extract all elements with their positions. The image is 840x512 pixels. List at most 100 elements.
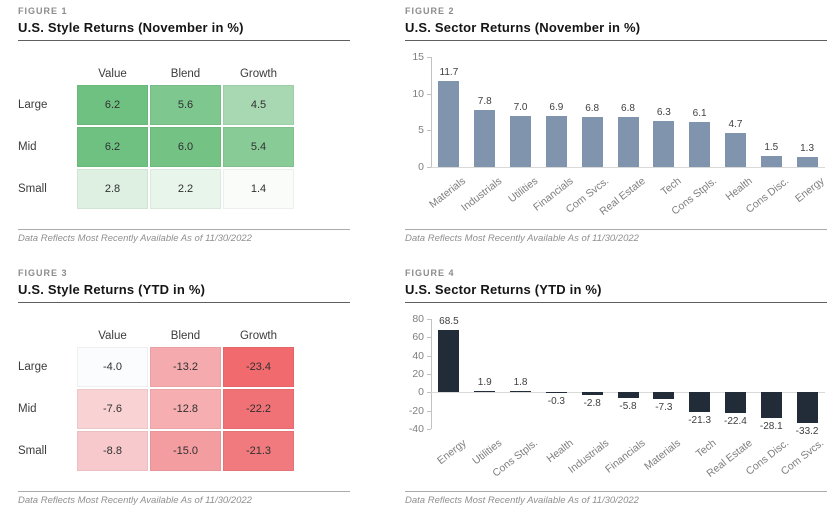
x-axis-label-energy: Energy (434, 437, 469, 467)
style-cell-small-growth: 1.4 (223, 169, 294, 209)
bar-value-label-cons-stpls: 6.1 (692, 108, 707, 120)
y-axis-tick-label: -20 (408, 404, 424, 417)
column-header-growth: Growth (239, 330, 278, 342)
figure-2-label: FIGURE 2 (405, 6, 455, 16)
bar-industrials (474, 109, 496, 167)
bar-real-estate (617, 117, 639, 167)
figure-3-label: FIGURE 3 (18, 268, 68, 278)
y-axis-tick (427, 319, 431, 320)
y-axis-line (431, 57, 432, 167)
bar-utilities (510, 115, 532, 167)
column-header-value: Value (98, 68, 127, 80)
bar-real-estate (724, 392, 746, 413)
y-axis-tick-label: 0 (418, 161, 424, 173)
bar-financials (617, 392, 639, 398)
y-axis-tick (427, 355, 431, 357)
bar-value-label-energy: 1.3 (800, 143, 815, 155)
style-cell-large-blend: 5.6 (150, 85, 221, 125)
bar-value-label-real-estate: -22.4 (724, 415, 747, 427)
x-axis-label-financials: Financials (602, 437, 648, 476)
style-cell-mid-value: -7.6 (77, 389, 148, 429)
y-axis-tick-label: -40 (408, 423, 424, 435)
y-axis-tick (427, 167, 431, 168)
style-cell-large-value: -4.0 (77, 347, 148, 387)
style-cell-small-value: -8.8 (77, 431, 148, 471)
bar-value-label-financials: 6.9 (549, 102, 564, 114)
style-cell-mid-blend: -12.8 (150, 389, 221, 429)
figure-3-footnote: Data Reflects Most Recently Available As… (18, 491, 350, 506)
style-grid: Value Blend Growth Large -4.0 -13.2 -23.4 Mid -7… (18, 323, 350, 471)
figure-4-title: U.S. Sector Returns (YTD in %) (405, 282, 827, 303)
style-box-ytd: Value Blend Growth Large -4.0 -13.2 -23.4 Mid -7… (18, 323, 350, 471)
y-axis-tick (427, 410, 431, 412)
column-header-value: Value (98, 330, 127, 342)
figure-1-label: FIGURE 1 (18, 6, 68, 16)
x-axis-label-tech: Tech (694, 437, 720, 461)
x-axis-label-health: Health (723, 175, 755, 204)
bar-financials (545, 116, 567, 167)
zero-baseline (431, 167, 825, 168)
style-cell-mid-growth: 5.4 (223, 127, 294, 167)
row-label-large: Large (18, 361, 48, 373)
bar-value-label-tech: -21.3 (688, 414, 712, 426)
bar-value-label-com-svcs: -33.2 (795, 425, 819, 437)
figure-4-footnote: Data Reflects Most Recently Available As… (405, 491, 827, 506)
bar-value-label-utilities: 1.9 (477, 376, 492, 388)
bar-cons-stpls (689, 122, 711, 167)
corner-cell (18, 323, 75, 345)
x-axis-label-energy: Energy (792, 175, 827, 205)
column-header-blend: Blend (170, 330, 201, 342)
style-cell-large-value: 6.2 (77, 85, 148, 125)
bar-cons-disc (760, 392, 782, 419)
bar-utilities (474, 390, 496, 393)
y-axis-tick-label: 40 (412, 349, 424, 362)
bar-value-label-cons-disc: -28.1 (759, 421, 783, 433)
bar-value-label-health: -0.3 (547, 396, 565, 408)
bar-value-label-industrials: 7.8 (477, 95, 492, 107)
bar-value-label-cons-stpls: 1.8 (513, 376, 528, 388)
y-axis-tick (427, 429, 431, 430)
x-axis-label-materials: Materials (642, 437, 684, 473)
bar-value-label-com-svcs: 6.8 (585, 103, 600, 115)
y-axis-tick (427, 93, 431, 95)
bar-tech (653, 120, 675, 167)
figure-4-label: FIGURE 4 (405, 268, 455, 278)
y-axis-line (431, 319, 432, 429)
style-cell-large-growth: 4.5 (223, 85, 294, 125)
bar-health (545, 392, 567, 394)
y-axis-tick-label: 20 (412, 368, 424, 380)
y-axis-tick (427, 374, 431, 375)
bar-value-label-tech: 6.3 (656, 106, 671, 118)
column-header-blend: Blend (170, 68, 201, 80)
style-cell-mid-value: 6.2 (77, 127, 148, 167)
y-axis-tick (427, 337, 431, 339)
row-label-large: Large (18, 99, 48, 111)
y-axis-tick (427, 57, 431, 58)
y-axis-tick-label: 60 (412, 331, 424, 344)
bar-materials (438, 81, 460, 167)
bar-value-label-materials: 11.7 (439, 67, 459, 79)
style-cell-large-growth: -23.4 (223, 347, 294, 387)
figure-4-panel: FIGURE 4 U.S. Sector Returns (YTD in %) … (405, 268, 827, 506)
corner-cell (18, 61, 75, 83)
bar-value-label-materials: -7.3 (655, 402, 673, 414)
style-cell-small-value: 2.8 (77, 169, 148, 209)
row-label-small: Small (18, 445, 47, 457)
bar-cons-stpls (510, 390, 532, 393)
figure-2-title: U.S. Sector Returns (November in %) (405, 20, 827, 41)
figure-2-footnote: Data Reflects Most Recently Available As… (405, 229, 827, 244)
figure-3-panel: FIGURE 3 U.S. Style Returns (YTD in %) V… (18, 268, 350, 506)
row-label-small: Small (18, 183, 47, 195)
figure-1-title: U.S. Style Returns (November in %) (18, 20, 350, 41)
y-axis-tick-label: 5 (418, 124, 424, 137)
x-axis-label-tech: Tech (658, 175, 684, 199)
row-label-mid: Mid (18, 403, 37, 415)
style-grid: Value Blend Growth Large 6.2 5.6 4.5 Mid 6.2 6.0 5… (18, 61, 350, 209)
bar-health (724, 132, 746, 167)
y-axis-tick-label: 0 (418, 386, 424, 399)
bar-energy (438, 329, 460, 393)
style-cell-mid-growth: -22.2 (223, 389, 294, 429)
bar-tech (689, 392, 711, 412)
bar-industrials (581, 392, 603, 395)
bar-cons-disc (760, 156, 782, 167)
